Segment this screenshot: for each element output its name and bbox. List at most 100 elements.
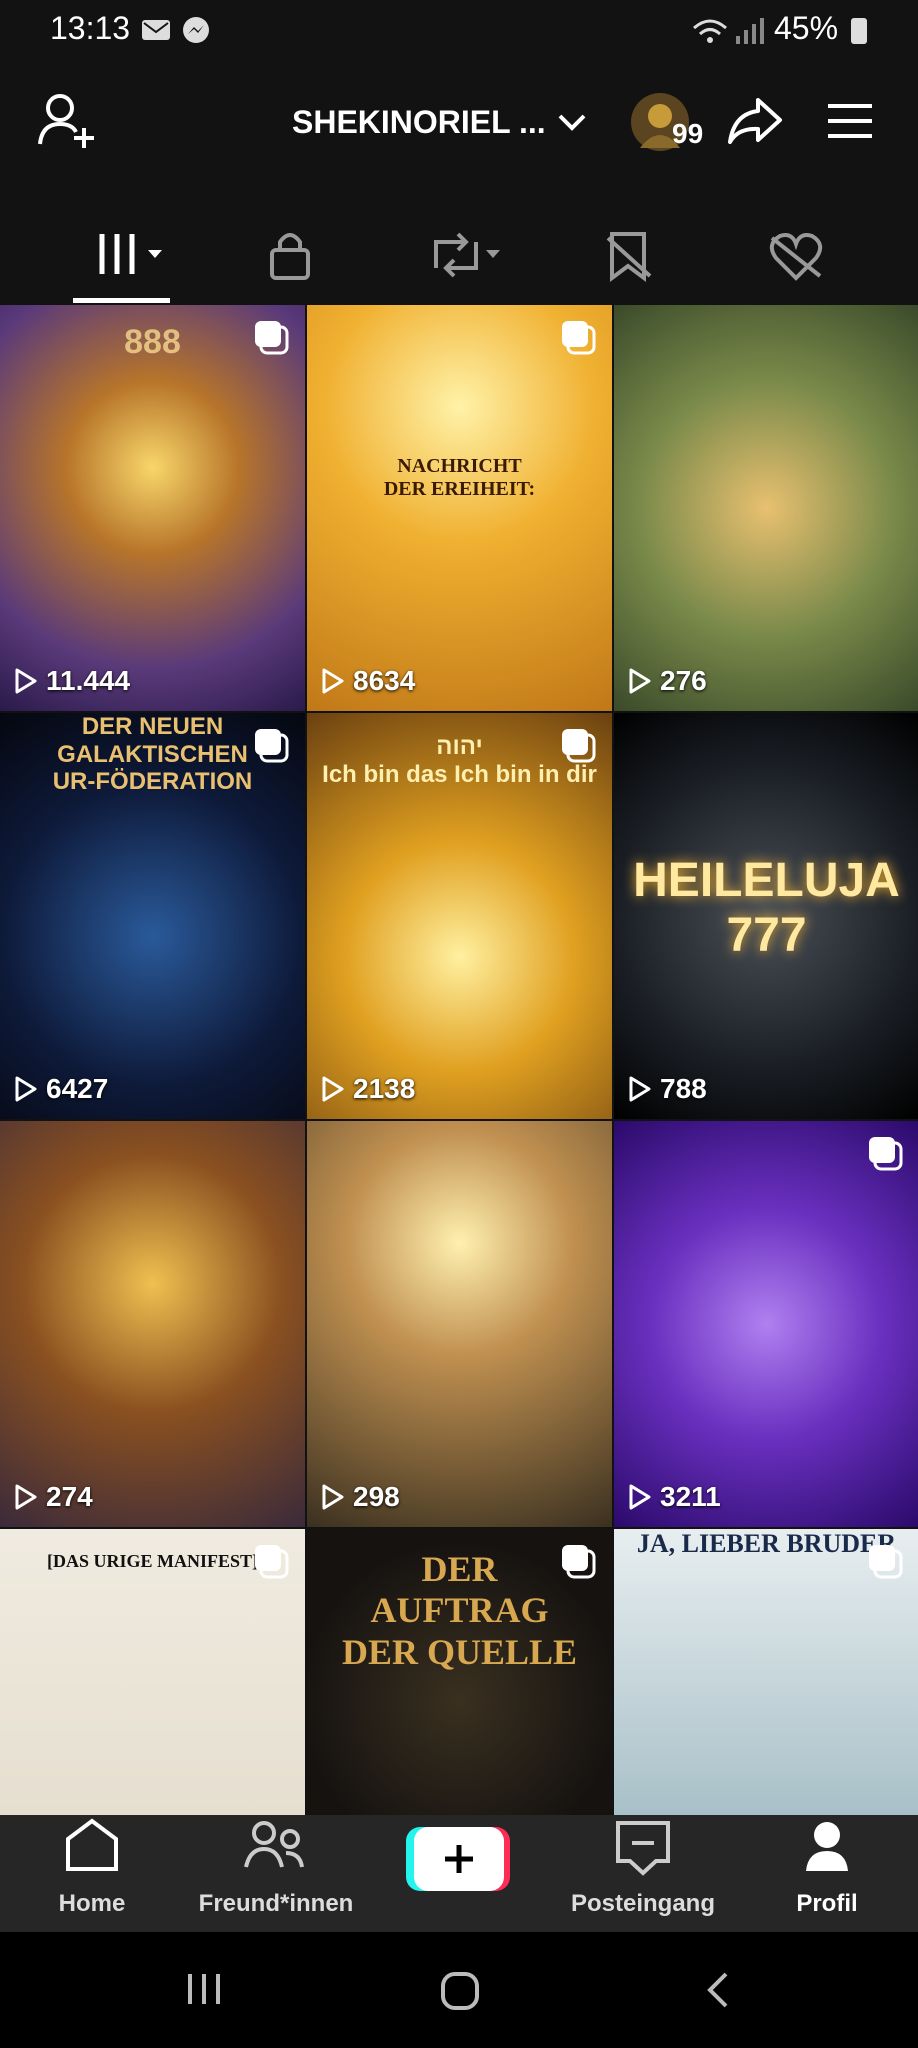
create-button[interactable]: [406, 1827, 510, 1891]
view-count: 6427: [14, 1073, 108, 1105]
view-count-text: 2138: [353, 1073, 416, 1104]
multi-photo-icon: [562, 729, 596, 763]
thumbnail-caption: HEILELUJA 777: [614, 853, 918, 963]
multi-photo-icon: [255, 321, 289, 355]
system-nav: [0, 1932, 918, 2048]
username[interactable]: SHEKINORIEL ...: [292, 104, 546, 140]
multi-photo-icon: [255, 729, 289, 763]
thumbnail-caption: JA, LIEBER BRUDER: [614, 1529, 918, 1559]
repost-tab[interactable]: [434, 232, 500, 278]
private-tab[interactable]: [270, 233, 310, 280]
caption-line: JA, LIEBER BRUDER: [636, 1529, 897, 1558]
play-icon: [322, 1076, 344, 1102]
play-icon: [322, 1484, 344, 1510]
video-thumbnail[interactable]: 298: [307, 1121, 612, 1527]
multi-photo-icon: [869, 1137, 903, 1171]
multi-photo-icon: [562, 321, 596, 355]
video-thumbnail[interactable]: 3211: [614, 1121, 918, 1527]
recents-button[interactable]: [188, 1974, 220, 2004]
icon-front: [562, 1545, 588, 1571]
video-thumbnail[interactable]: NACHRICHT DER EREIHEIT: 8634: [307, 305, 612, 711]
thumbnail-caption: DER NEUEN GALAKTISCHEN UR-FÖDERATION: [0, 713, 305, 796]
battery-icon: [851, 18, 867, 44]
account-dropdown[interactable]: [556, 110, 588, 134]
menu-button[interactable]: [826, 102, 874, 140]
share-button[interactable]: [726, 96, 784, 146]
play-shape: [322, 668, 344, 694]
status-icons: [142, 17, 209, 43]
video-thumbnail[interactable]: 888 11.444: [0, 305, 305, 711]
video-thumbnail[interactable]: DER AUFTRAG DER QUELLE: [307, 1529, 612, 1815]
nav-label[interactable]: Home: [58, 1890, 126, 1917]
video-thumbnail[interactable]: [DAS URIGE MANIFEST]: [0, 1529, 305, 1815]
view-count: 274: [14, 1481, 93, 1513]
video-thumbnail[interactable]: 274: [0, 1121, 305, 1527]
view-count-text: 274: [46, 1481, 93, 1512]
signal-icons: [693, 18, 764, 44]
caption-line: AUFTRAG: [370, 1590, 549, 1631]
thumbnail-caption: 888: [0, 323, 305, 362]
caption-line: Ich bin das Ich bin in dir: [322, 760, 597, 788]
friends-icon[interactable]: [244, 1821, 304, 1868]
multi-photo-icon: [255, 1545, 289, 1579]
caption-line: [DAS URIGE MANIFEST]: [46, 1551, 259, 1571]
play-icon: [629, 1076, 651, 1102]
caption-line: DER QUELLE: [341, 1631, 578, 1672]
video-thumbnail[interactable]: HEILELUJA 777 788: [614, 713, 918, 1119]
liked-tab[interactable]: [769, 233, 823, 281]
video-thumbnail[interactable]: יהוה Ich bin das Ich bin in dir 2138: [307, 713, 612, 1119]
video-thumbnail[interactable]: JA, LIEBER BRUDER: [614, 1529, 918, 1815]
battery-text: 45%: [774, 10, 839, 46]
view-count: 3211: [628, 1481, 721, 1513]
thumbnail-caption: יהוה Ich bin das Ich bin in dir: [307, 733, 612, 788]
caption-line: UR-FÖDERATION: [52, 768, 253, 796]
videos-tab[interactable]: [99, 234, 162, 274]
play-icon: [15, 668, 37, 694]
play-icon: [322, 668, 344, 694]
nav-label[interactable]: Freund*innen: [198, 1890, 354, 1917]
caption-line: 777: [726, 909, 807, 963]
view-count-text: 788: [660, 1073, 707, 1104]
avatar-badge: 99: [672, 118, 704, 149]
play-shape: [15, 668, 37, 694]
view-count-text: 298: [353, 1481, 400, 1512]
avatar[interactable]: [630, 92, 690, 152]
home-button[interactable]: [441, 1972, 479, 2010]
icon-front: [562, 729, 588, 755]
status-time: 13:13: [50, 10, 131, 46]
icon-front: [255, 1545, 281, 1571]
nav-icons: [66, 1818, 848, 1891]
icon-front: [562, 321, 588, 347]
video-thumbnail[interactable]: DER NEUEN GALAKTISCHEN UR-FÖDERATION 6427: [0, 713, 305, 1119]
add-friend-button[interactable]: [38, 92, 98, 148]
play-icon: [15, 1484, 37, 1510]
play-shape: [15, 1484, 37, 1510]
inbox-icon[interactable]: [616, 1821, 670, 1876]
tab-bar: [73, 232, 823, 303]
play-shape: [15, 1076, 37, 1102]
play-shape: [322, 1076, 344, 1102]
view-count: 2138: [321, 1073, 415, 1105]
icon-front: [869, 1137, 895, 1163]
multi-photo-icon: [562, 1545, 596, 1579]
view-count-text: 3211: [660, 1481, 721, 1512]
saved-tab[interactable]: [606, 232, 652, 282]
video-thumbnail[interactable]: 276: [614, 305, 918, 711]
play-shape: [629, 668, 651, 694]
caption-line: DER EREIHEIT:: [383, 478, 536, 500]
home-icon[interactable]: [66, 1818, 118, 1871]
view-count-text: 8634: [353, 665, 416, 696]
play-shape: [322, 1484, 344, 1510]
view-count-text: 11.444: [46, 665, 131, 696]
back-button[interactable]: [707, 1972, 728, 2008]
view-count-text: 6427: [46, 1073, 109, 1104]
nav-label[interactable]: Posteingang: [570, 1890, 716, 1917]
icon-front: [869, 1545, 895, 1571]
view-count: 788: [628, 1073, 707, 1105]
profile-icon[interactable]: [806, 1822, 848, 1871]
view-count: 8634: [321, 665, 415, 697]
nav-label[interactable]: Profil: [796, 1890, 858, 1917]
play-icon: [629, 668, 651, 694]
system-nav-icons: [188, 1972, 728, 2010]
